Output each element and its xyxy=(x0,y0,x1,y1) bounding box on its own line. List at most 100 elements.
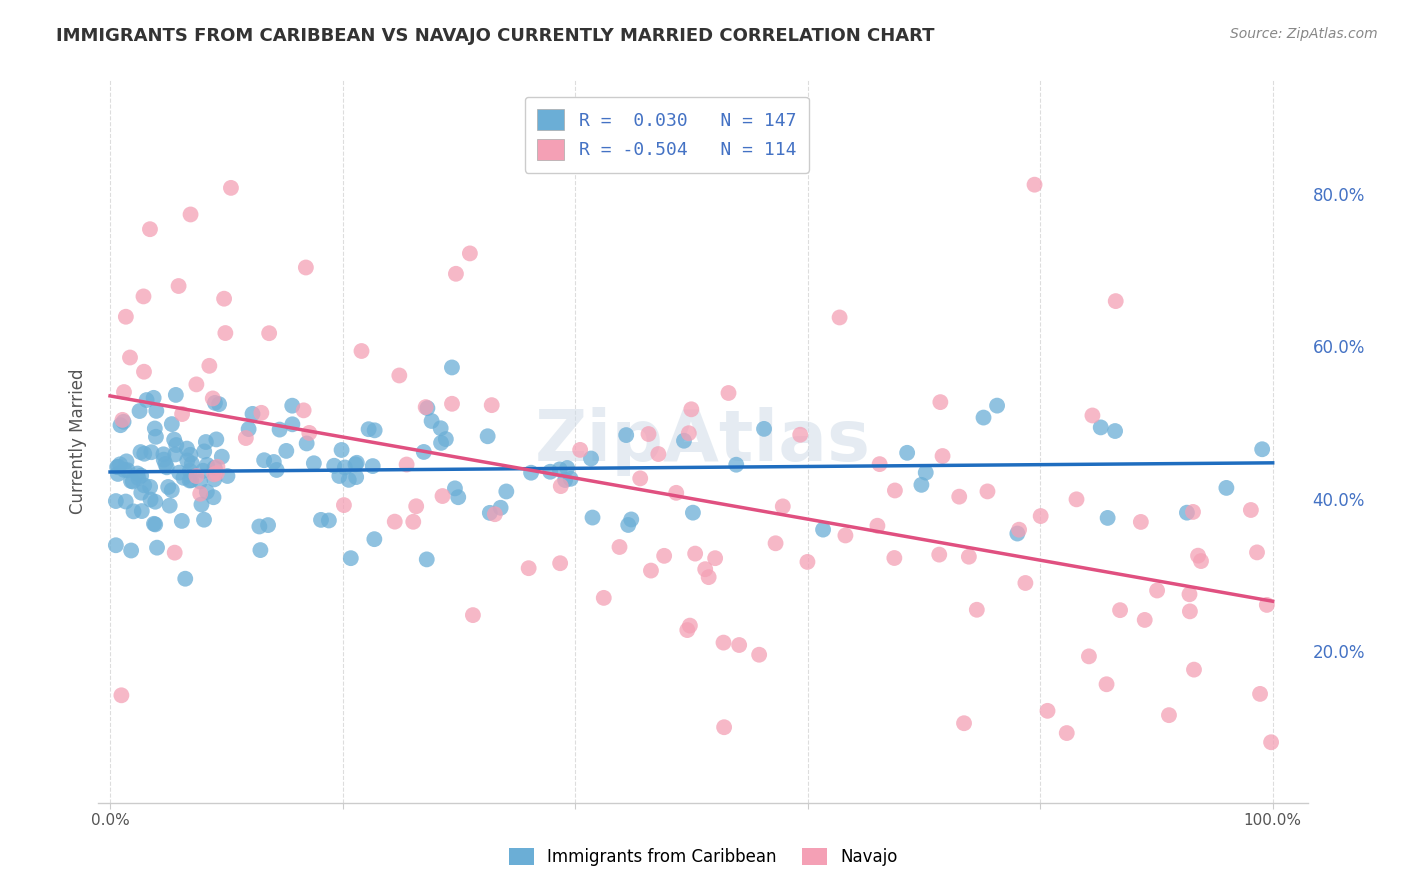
Point xyxy=(579,451,602,466)
Point xyxy=(143,421,166,435)
Point xyxy=(340,551,363,566)
Point xyxy=(682,506,704,520)
Point xyxy=(129,445,152,459)
Point xyxy=(665,486,688,500)
Point xyxy=(550,479,572,493)
Point xyxy=(112,463,135,477)
Point xyxy=(752,422,775,436)
Point xyxy=(143,516,166,531)
Point xyxy=(384,515,406,529)
Point xyxy=(361,459,384,474)
Point xyxy=(120,543,142,558)
Point xyxy=(302,456,325,470)
Point xyxy=(212,292,235,306)
Point xyxy=(554,473,576,487)
Point xyxy=(883,483,905,498)
Point xyxy=(672,434,695,448)
Point xyxy=(330,442,353,457)
Point xyxy=(1249,687,1271,701)
Point xyxy=(179,464,201,478)
Point xyxy=(193,444,215,458)
Point xyxy=(1090,420,1112,434)
Point xyxy=(165,388,187,402)
Point xyxy=(1189,554,1212,568)
Point xyxy=(205,433,228,447)
Legend: Immigrants from Caribbean, Navajo: Immigrants from Caribbean, Navajo xyxy=(501,840,905,875)
Point xyxy=(118,351,141,365)
Point xyxy=(195,484,218,499)
Point xyxy=(929,395,952,409)
Point xyxy=(986,399,1008,413)
Point xyxy=(477,429,499,443)
Point xyxy=(948,490,970,504)
Point xyxy=(155,457,177,471)
Point xyxy=(194,435,217,450)
Point xyxy=(167,466,190,480)
Point xyxy=(481,398,503,412)
Point xyxy=(581,510,603,524)
Point xyxy=(114,494,136,508)
Point xyxy=(1024,178,1046,192)
Point xyxy=(165,447,187,461)
Point xyxy=(1178,587,1201,601)
Point xyxy=(295,436,318,450)
Point xyxy=(170,514,193,528)
Point xyxy=(309,513,332,527)
Point xyxy=(135,392,157,407)
Point xyxy=(139,492,162,507)
Point xyxy=(834,528,856,542)
Point xyxy=(1066,492,1088,507)
Point xyxy=(560,472,582,486)
Point xyxy=(204,396,226,410)
Point xyxy=(298,425,321,440)
Point xyxy=(115,454,138,468)
Point xyxy=(219,181,242,195)
Point xyxy=(111,413,134,427)
Point xyxy=(910,478,932,492)
Point xyxy=(866,518,889,533)
Point xyxy=(110,418,132,433)
Point xyxy=(104,494,127,508)
Point xyxy=(1077,649,1099,664)
Point xyxy=(346,456,368,470)
Point xyxy=(1029,509,1052,524)
Point xyxy=(145,430,167,444)
Point xyxy=(1095,677,1118,691)
Point xyxy=(1187,549,1209,563)
Point xyxy=(176,442,198,456)
Point xyxy=(683,547,706,561)
Point xyxy=(1014,576,1036,591)
Point xyxy=(295,260,318,275)
Point xyxy=(548,556,571,570)
Point xyxy=(489,500,512,515)
Point xyxy=(198,359,221,373)
Point xyxy=(253,453,276,467)
Point xyxy=(1175,506,1198,520)
Point xyxy=(678,426,700,441)
Point xyxy=(156,460,179,475)
Point xyxy=(337,473,360,487)
Point xyxy=(704,551,727,566)
Point xyxy=(478,506,501,520)
Point xyxy=(796,555,818,569)
Point xyxy=(1251,442,1274,457)
Point xyxy=(966,603,988,617)
Point xyxy=(1240,503,1263,517)
Point xyxy=(165,438,187,452)
Point xyxy=(132,289,155,303)
Point xyxy=(127,471,149,485)
Point xyxy=(146,541,169,555)
Point xyxy=(430,436,453,450)
Point xyxy=(188,475,211,489)
Point xyxy=(569,442,592,457)
Point xyxy=(628,471,651,485)
Point xyxy=(163,546,186,560)
Point xyxy=(931,449,953,463)
Point xyxy=(1215,481,1237,495)
Point xyxy=(145,404,167,418)
Text: ZipAtlas: ZipAtlas xyxy=(536,407,870,476)
Point xyxy=(928,548,950,562)
Point xyxy=(772,500,794,514)
Point xyxy=(1056,726,1078,740)
Point xyxy=(1182,663,1205,677)
